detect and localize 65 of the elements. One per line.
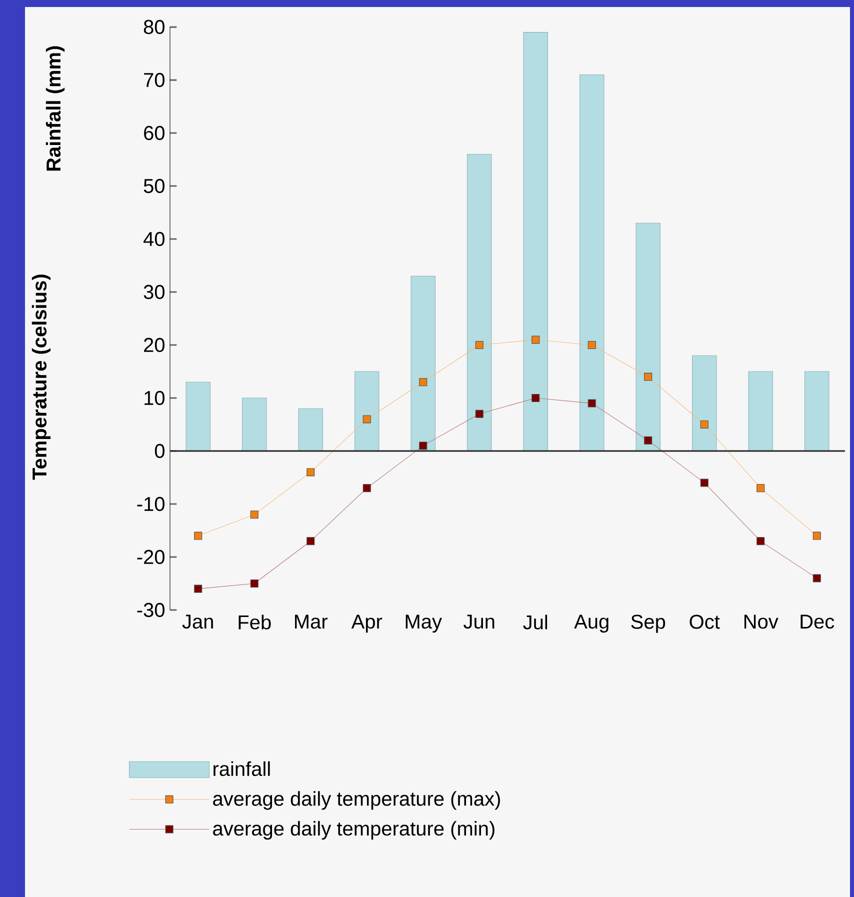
- bar: [410, 276, 436, 452]
- x-tick-label: Jun: [464, 614, 494, 629]
- point: [812, 532, 821, 540]
- point: [250, 579, 258, 588]
- point: [194, 584, 202, 593]
- y-tick-label: 20: [144, 338, 164, 352]
- bar: [523, 32, 548, 452]
- point: [700, 478, 708, 487]
- legend-label: rainfall: [214, 761, 270, 776]
- x-tick-label: Jul: [523, 614, 548, 630]
- text: Rainfall (mm): [46, 46, 65, 171]
- point: [306, 537, 315, 546]
- bar: [692, 355, 717, 452]
- y-tick-label: 50: [144, 178, 164, 194]
- point: [588, 399, 596, 408]
- x-tick-label: Feb: [238, 614, 271, 630]
- point: [756, 537, 765, 546]
- bar: [242, 398, 267, 452]
- point: [250, 510, 258, 519]
- y-tick-label: -30: [137, 602, 164, 618]
- point: [644, 372, 652, 381]
- x-tick-label: Jan: [182, 614, 213, 629]
- bar: [298, 408, 323, 452]
- bar: [748, 371, 773, 452]
- bar: [354, 371, 380, 452]
- bar: [580, 74, 604, 452]
- y-tick-label: 10: [144, 390, 164, 406]
- x-tick-label: Mar: [295, 614, 328, 629]
- y-axis-title: Temperature (celsius): [32, 274, 51, 480]
- point: [532, 336, 540, 344]
- point: [475, 410, 484, 418]
- x-tick-label: Nov: [744, 614, 778, 629]
- point: [306, 468, 315, 476]
- bar: [804, 371, 830, 452]
- point: [475, 341, 484, 350]
- y-tick-label: 80: [144, 20, 164, 34]
- x-tick-label: Apr: [351, 614, 382, 633]
- point: [362, 484, 371, 492]
- point: [194, 532, 202, 540]
- y-tick-label: -10: [137, 496, 164, 512]
- y-tick-label: 0: [154, 444, 164, 458]
- point: [588, 341, 596, 350]
- point: [644, 436, 652, 444]
- point: [532, 394, 540, 402]
- point: [812, 574, 821, 582]
- x-tick-label: Aug: [574, 614, 608, 633]
- bar: [186, 382, 210, 452]
- x-tick-label: Oct: [690, 614, 720, 629]
- x-tick-label: May: [406, 614, 442, 633]
- legend-label: average daily temperature (max): [213, 791, 500, 810]
- y-tick-label: -20: [137, 550, 164, 564]
- point: [419, 442, 428, 450]
- point: [700, 420, 708, 429]
- y-tick-label: 60: [144, 126, 164, 140]
- x-tick-label: Sep: [631, 614, 666, 633]
- point: [419, 378, 428, 386]
- x-tick-label: Dec: [800, 614, 834, 629]
- legend-label: average daily temperature (min): [213, 820, 494, 840]
- bar: [636, 222, 660, 452]
- y-tick-label: 70: [144, 72, 164, 88]
- point: [756, 484, 765, 492]
- bar: [467, 154, 492, 452]
- y-tick-label: 30: [144, 284, 164, 300]
- point: [362, 415, 371, 424]
- y-tick-label: 40: [144, 232, 164, 246]
